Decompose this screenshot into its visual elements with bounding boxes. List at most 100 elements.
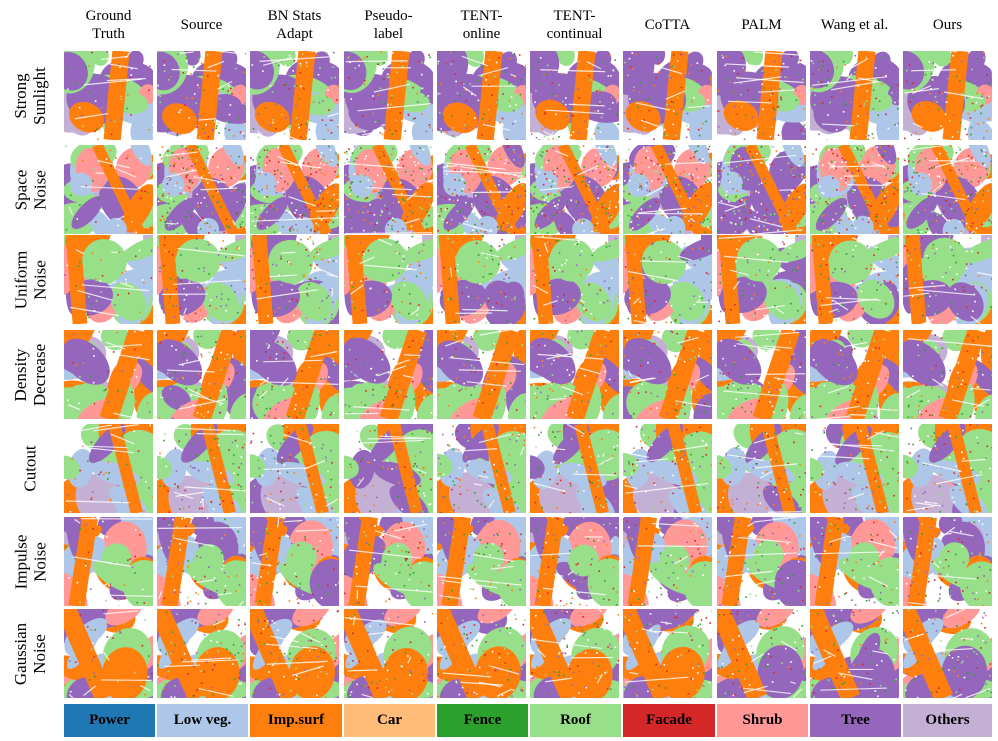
column-header: Pseudo- label bbox=[364, 8, 413, 42]
segmentation-thumbnail bbox=[437, 145, 526, 234]
point-cloud-render bbox=[64, 424, 153, 513]
legend-item: Tree bbox=[810, 704, 901, 737]
row-header: Impulse Noise bbox=[0, 517, 60, 606]
row-header-label: Space Noise bbox=[11, 169, 49, 210]
column-header: Ours bbox=[932, 17, 963, 33]
point-cloud-render bbox=[344, 51, 433, 140]
segmentation-thumbnail bbox=[250, 235, 339, 324]
point-cloud-render bbox=[810, 330, 899, 419]
legend-item: Roof bbox=[530, 704, 621, 737]
point-cloud-render bbox=[810, 235, 899, 324]
legend-item: Low veg. bbox=[157, 704, 248, 737]
point-cloud-render bbox=[157, 330, 246, 419]
point-cloud-render bbox=[437, 517, 526, 606]
row-header: Strong Sunlight bbox=[0, 51, 60, 140]
segmentation-thumbnail bbox=[437, 330, 526, 419]
point-cloud-render bbox=[437, 145, 526, 234]
segmentation-thumbnail bbox=[344, 235, 433, 324]
segmentation-thumbnail bbox=[717, 609, 806, 698]
segmentation-thumbnail bbox=[344, 424, 433, 513]
column-header: TENT- online bbox=[460, 8, 503, 42]
point-cloud-render bbox=[157, 609, 246, 698]
segmentation-thumbnail bbox=[903, 424, 992, 513]
point-cloud-render bbox=[250, 145, 339, 234]
segmentation-thumbnail bbox=[623, 145, 712, 234]
column-header: PALM bbox=[741, 17, 782, 33]
segmentation-thumbnail bbox=[157, 609, 246, 698]
row-header-label: Uniform Noise bbox=[10, 250, 49, 309]
row-header: Gaussian Noise bbox=[0, 609, 60, 698]
point-cloud-render bbox=[437, 330, 526, 419]
point-cloud-render bbox=[344, 517, 433, 606]
segmentation-thumbnail bbox=[64, 235, 153, 324]
point-cloud-render bbox=[530, 235, 619, 324]
segmentation-thumbnail bbox=[623, 517, 712, 606]
segmentation-thumbnail bbox=[623, 609, 712, 698]
point-cloud-render bbox=[344, 609, 433, 698]
point-cloud-render bbox=[344, 424, 433, 513]
segmentation-thumbnail bbox=[530, 424, 619, 513]
point-cloud-render bbox=[64, 517, 153, 606]
point-cloud-render bbox=[157, 145, 246, 234]
segmentation-thumbnail bbox=[437, 424, 526, 513]
segmentation-thumbnail bbox=[717, 517, 806, 606]
segmentation-thumbnail bbox=[623, 424, 712, 513]
point-cloud-render bbox=[64, 51, 153, 140]
point-cloud-render bbox=[157, 424, 246, 513]
point-cloud-render bbox=[64, 145, 153, 234]
segmentation-thumbnail bbox=[530, 145, 619, 234]
segmentation-thumbnail bbox=[530, 330, 619, 419]
row-header-label: Impulse Noise bbox=[11, 534, 49, 589]
point-cloud-render bbox=[623, 609, 712, 698]
segmentation-thumbnail bbox=[250, 517, 339, 606]
point-cloud-render bbox=[250, 424, 339, 513]
segmentation-thumbnail bbox=[64, 51, 153, 140]
row-header-label: Gaussian Noise bbox=[11, 622, 50, 685]
segmentation-thumbnail bbox=[157, 330, 246, 419]
point-cloud-render bbox=[157, 517, 246, 606]
point-cloud-render bbox=[344, 145, 433, 234]
point-cloud-render bbox=[250, 517, 339, 606]
segmentation-thumbnail bbox=[157, 145, 246, 234]
point-cloud-render bbox=[64, 330, 153, 419]
segmentation-thumbnail bbox=[530, 51, 619, 140]
segmentation-thumbnail bbox=[903, 145, 992, 234]
segmentation-thumbnail bbox=[250, 51, 339, 140]
segmentation-thumbnail bbox=[717, 235, 806, 324]
point-cloud-render bbox=[437, 424, 526, 513]
point-cloud-render bbox=[903, 424, 992, 513]
legend-item: Facade bbox=[623, 704, 715, 737]
point-cloud-render bbox=[64, 235, 153, 324]
point-cloud-render bbox=[530, 145, 619, 234]
point-cloud-render bbox=[530, 609, 619, 698]
column-header: Wang et al. bbox=[820, 17, 889, 33]
legend-item: Fence bbox=[437, 704, 528, 737]
segmentation-thumbnail bbox=[437, 609, 526, 698]
point-cloud-render bbox=[623, 235, 712, 324]
point-cloud-render bbox=[250, 51, 339, 140]
point-cloud-render bbox=[64, 609, 153, 698]
segmentation-thumbnail bbox=[717, 424, 806, 513]
point-cloud-render bbox=[903, 517, 992, 606]
segmentation-thumbnail bbox=[344, 609, 433, 698]
legend-item: Power bbox=[64, 704, 155, 737]
segmentation-thumbnail bbox=[810, 424, 899, 513]
segmentation-thumbnail bbox=[903, 235, 992, 324]
point-cloud-render bbox=[530, 424, 619, 513]
column-header: Source bbox=[180, 17, 223, 33]
point-cloud-render bbox=[717, 145, 806, 234]
point-cloud-render bbox=[344, 235, 433, 324]
point-cloud-render bbox=[810, 145, 899, 234]
segmentation-thumbnail bbox=[810, 145, 899, 234]
segmentation-thumbnail bbox=[623, 330, 712, 419]
point-cloud-render bbox=[530, 51, 619, 140]
point-cloud-render bbox=[810, 424, 899, 513]
segmentation-thumbnail bbox=[810, 609, 899, 698]
segmentation-thumbnail bbox=[250, 330, 339, 419]
segmentation-thumbnail bbox=[437, 235, 526, 324]
row-header: Uniform Noise bbox=[0, 235, 60, 324]
row-header: Density Decrease bbox=[0, 330, 60, 419]
column-header: Ground Truth bbox=[85, 8, 132, 42]
segmentation-thumbnail bbox=[903, 330, 992, 419]
